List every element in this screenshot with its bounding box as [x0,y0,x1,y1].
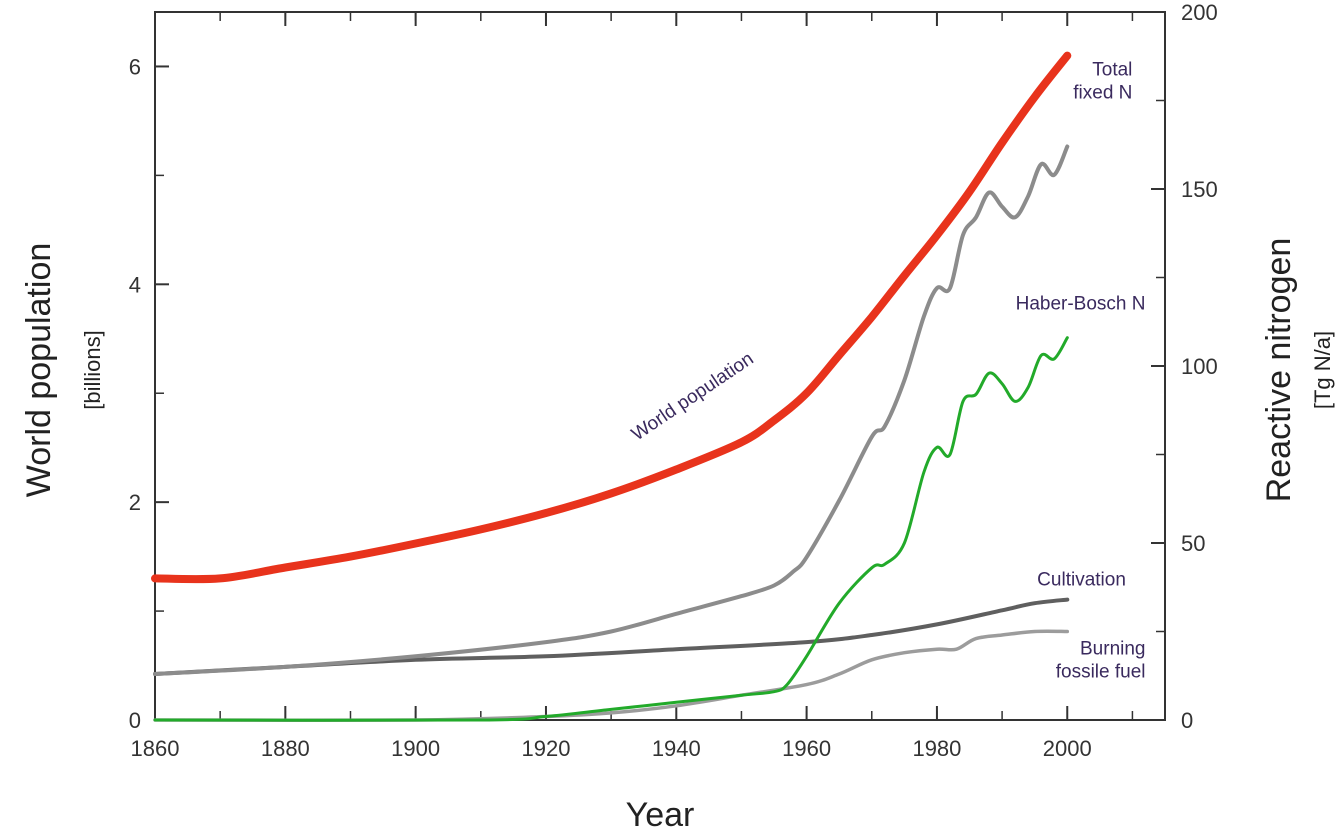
x-tick-label: 1940 [652,736,701,761]
series-line-haber-bosch-n [153,336,1069,722]
annotation-world-population: World population [628,348,758,445]
y-right-tick-label: 50 [1181,531,1205,556]
annotation-line: World population [628,348,758,445]
annotation-line: fixed N [1073,83,1132,104]
y-left-tick-label: 6 [129,54,141,79]
y-right-axis-unit: [Tg N/a] [1310,331,1335,409]
x-tick-label: 2000 [1043,736,1092,761]
annotation-line: Cultivation [1037,570,1126,591]
y-left-axis-unit: [billions] [80,330,105,409]
plot-frame [154,11,1166,721]
y-right-axis-ticks: 0 50 100 150 200 [1151,0,1218,733]
y-right-tick-label: 100 [1181,354,1218,379]
x-tick-label: 1880 [261,736,310,761]
x-tick-label: 1900 [391,736,440,761]
annotation-cultivation: Cultivation [1037,570,1126,591]
y-left-tick-label: 2 [129,490,141,515]
x-tick-label: 1860 [131,736,180,761]
annotation-haber-bosch-n: Haber-Bosch N [1016,293,1146,314]
y-left-axis-ticks: 0 2 4 6 [129,54,169,733]
y-left-tick-label: 4 [129,272,141,297]
x-axis-title: Year [626,796,695,834]
y-left-axis-title: World population [20,243,58,498]
annotation-line: Burning [1080,639,1146,660]
series-line-total-fixed-n [153,144,1070,676]
x-tick-label: 1980 [912,736,961,761]
annotation-line: Haber-Bosch N [1016,293,1146,314]
series-line-cultivation [153,597,1070,676]
y-right-tick-label: 0 [1181,708,1193,733]
x-tick-label: 1960 [782,736,831,761]
annotation-line: fossile fuel [1056,662,1146,683]
series-line-burning-fossile-fuel [153,629,1070,723]
y-right-axis-title: Reactive nitrogen [1260,238,1298,503]
y-right-tick-label: 200 [1181,0,1218,25]
y-right-tick-label: 150 [1181,177,1218,202]
x-tick-label: 1920 [521,736,570,761]
series-layer [151,51,1072,723]
y-left-tick-label: 0 [129,708,141,733]
annotation-line: Total [1092,60,1132,81]
series-line-world-population [151,51,1072,584]
